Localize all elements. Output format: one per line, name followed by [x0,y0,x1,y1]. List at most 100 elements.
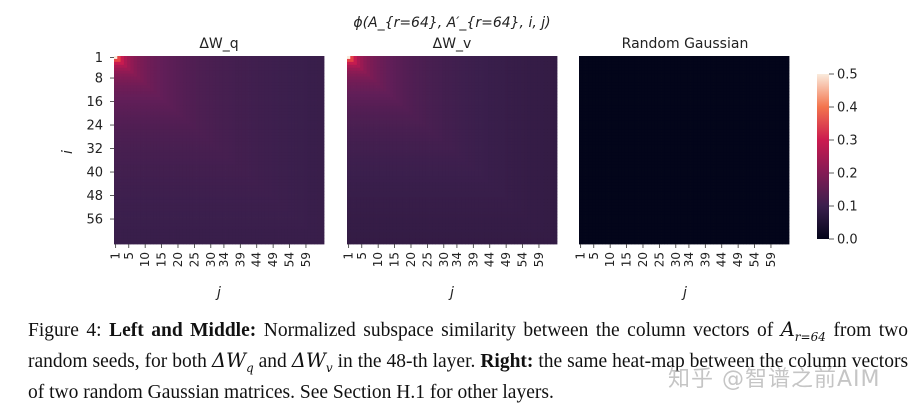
heatmap-cell [491,61,496,66]
heatmap-cell [274,147,279,151]
heatmap-cell [225,155,230,160]
heatmap-cell [429,82,433,86]
heatmap-cell [363,79,368,83]
heatmap-cell [114,126,118,130]
heatmap-cell [271,188,276,192]
heatmap-cell [287,197,292,201]
heatmap-cell [287,155,292,160]
heatmap-cell [169,199,174,204]
heatmap-cell [159,67,164,72]
heatmap-cell [159,132,164,136]
heatmap-cell [278,150,282,154]
heatmap-cell [297,138,302,142]
heatmap-cell [297,185,302,189]
heatmap-cell [225,199,230,204]
heatmap-cell [196,238,200,242]
heatmap-cell [271,229,276,233]
heatmap-cell [209,144,213,148]
heatmap-cell [120,152,125,157]
heatmap-cell [205,161,210,166]
heatmap-cell [297,191,302,195]
heatmap-cell [133,176,138,180]
heatmap-cell [215,105,220,110]
heatmap-cell [189,194,194,198]
heatmap-cell [176,205,181,210]
heatmap-cell [304,152,308,157]
heatmap-cell [192,173,197,177]
heatmap-cell [133,197,138,201]
heatmap-cell [205,132,210,136]
heatmap-cell [294,70,299,75]
heatmap-cell [182,211,187,216]
heatmap-cell [182,58,187,63]
heatmap-cell [474,76,479,80]
heatmap-cell [547,94,551,98]
heatmap-cell [264,152,269,157]
heatmap-cell [429,85,433,89]
heatmap-cell [301,220,305,224]
heatmap-cell [373,61,377,66]
heatmap-cell [114,185,118,189]
heatmap-cell [153,120,158,124]
heatmap-cell [159,105,164,110]
heatmap-cell [248,105,253,110]
heatmap-cell [120,123,125,127]
heatmap-cell [287,73,292,77]
heatmap-cell [241,208,246,213]
heatmap-cell [530,67,535,72]
heatmap-cell [297,129,302,133]
heatmap-cell [248,158,253,163]
heatmap-cell [373,79,377,83]
heatmap-cell [389,70,394,75]
heatmap-cell [383,79,387,83]
heatmap-cell [274,214,279,218]
heatmap-cell [209,179,213,183]
heatmap-cell [251,155,256,160]
heatmap-cell [163,61,167,66]
heatmap-cell [386,79,391,83]
heatmap-cell [222,229,226,233]
heatmap-cell [497,64,502,69]
heatmap-cell [399,56,404,60]
heatmap-cell [278,232,282,236]
heatmap-cell [241,229,246,233]
heatmap-cell [255,141,259,145]
heatmap-cell [281,64,286,69]
heatmap-cell [248,185,253,189]
heatmap-cell [304,85,308,89]
heatmap-cell [301,82,305,86]
heatmap-cell [228,182,233,186]
heatmap-cell [222,120,226,124]
heatmap-cell [212,211,217,216]
heatmap-cell [133,58,138,63]
heatmap-cell [235,114,240,119]
heatmap-cell [255,179,259,183]
heatmap-cell [232,144,236,148]
heatmap-cell [304,129,308,133]
heatmap-cell [169,56,174,60]
heatmap-cell [402,85,407,89]
heatmap-cell [163,111,167,116]
heatmap-cell [396,70,400,75]
heatmap-cell [540,61,545,66]
heatmap-cell [232,155,236,160]
heatmap-cell [287,85,292,89]
heatmap-cell [146,197,151,201]
heatmap-cell [399,67,404,72]
heatmap-cell [215,214,220,218]
heatmap-cell [150,232,154,236]
heatmap-cell [219,126,223,130]
heatmap-cell [304,105,308,110]
heatmap-cell [176,117,181,122]
heatmap-cell [455,61,459,66]
heatmap-cell [123,155,128,160]
heatmap-cell [491,82,496,86]
heatmap-cell [159,138,164,142]
heatmap-cell [133,91,138,95]
heatmap-cell [189,155,194,160]
heatmap-cell [156,152,161,157]
heatmap-cell [248,214,253,218]
heatmap-cell [156,61,161,66]
heatmap-cell [284,100,289,104]
heatmap-cell [156,126,161,130]
